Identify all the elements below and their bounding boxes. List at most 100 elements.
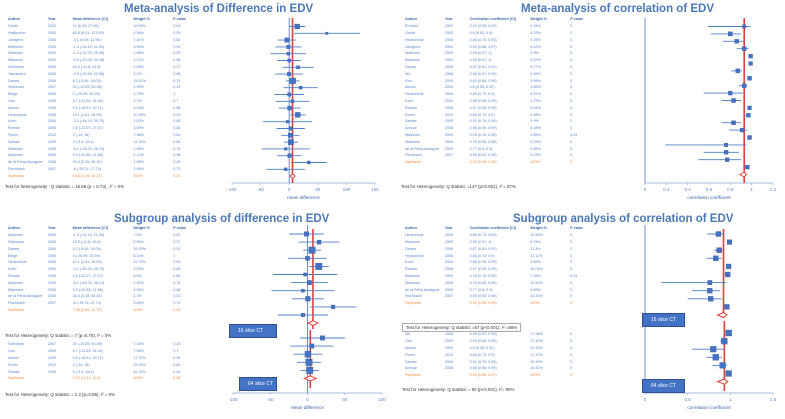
- estimate-cell: 0.77 (0.5; 0.9): [469, 146, 493, 151]
- study-row: Dewey 2006 0.87 (0.81; 0.91) 11.3% 0: [405, 245, 595, 252]
- weight-cell: 10.43%: [530, 280, 543, 285]
- study-row: Fischbach 2007 0.96 (0.92; 0.98) 5.23% 0: [405, 152, 595, 159]
- weight-cell: 15.33%: [530, 345, 543, 350]
- study-marker: [288, 126, 293, 131]
- forest-table-bl-g1: Author Year Mean difference [CI] Weight % P …: [8, 225, 198, 313]
- weight-cell: 9.06%: [133, 287, 144, 292]
- author-cell: Guo: [405, 78, 412, 83]
- x-tick-label: -50: [257, 187, 264, 192]
- year-cell: 2006: [47, 246, 57, 251]
- table-header-row: Author Year Mean difference [CI] Weight % P …: [8, 225, 198, 232]
- synthesis-cell: [48, 307, 73, 314]
- study-row: Guo 2009 5.7 (-23.54; 34.94) 7.58% 0.7: [8, 348, 198, 355]
- weight-cell: 2.32%: [133, 280, 144, 285]
- x-tick-label: 0.6: [706, 187, 713, 192]
- weight-cell: 15.49%: [530, 359, 543, 364]
- author-cell: Raman: [405, 267, 417, 272]
- author-cell: Juergens: [405, 44, 421, 49]
- study-marker: [747, 76, 752, 81]
- year-cell: 2009: [47, 280, 57, 285]
- synthesis-diamond: [716, 311, 728, 319]
- weight-cell: 10.04%: [530, 267, 543, 272]
- author-cell: Grude: [405, 30, 416, 35]
- estimate-cell: 20 (-10.05; 50.05): [72, 342, 102, 347]
- study-row: Raman 2006 0.97 (0.93; 0.99) 10.04% 0: [405, 266, 595, 273]
- author-cell: Koch: [8, 267, 17, 272]
- year-cell: 2004: [444, 44, 454, 49]
- weight-cell: 3.2%: [133, 71, 142, 76]
- weight-cell: 5.22%: [530, 44, 541, 49]
- column-header: Author: [8, 17, 21, 22]
- year-cell: 2007: [47, 85, 57, 90]
- pvalue-cell: 0.7: [173, 98, 179, 103]
- study-row: Raman 2006 2.6 (-22.07; 27.27) 3.09% 0.84: [8, 125, 198, 132]
- pvalue-cell: 0: [570, 280, 573, 285]
- estimate-cell: 5.7 (-23.54; 34.94): [72, 98, 103, 103]
- weight-cell: 7.18%: [133, 342, 144, 347]
- weight-cell: 1.66%: [133, 166, 144, 171]
- pvalue-cell: 1: [173, 92, 176, 97]
- study-marker: [713, 255, 719, 261]
- synthesis-row: Synthesis 0.93 (0.89; 0.95) 100% 0: [405, 159, 595, 166]
- estimate-cell: 0.76 (0.55; 0.88): [469, 280, 497, 285]
- estimate-cell: 0.83 (0.72; 0.9): [469, 92, 495, 97]
- study-marker: [286, 44, 291, 49]
- study-marker: [284, 37, 290, 43]
- author-cell: Mahnken: [8, 153, 24, 158]
- year-cell: 2005: [444, 51, 454, 56]
- pvalue-cell: 0.84: [173, 273, 181, 278]
- column-header: Weight %: [530, 17, 547, 22]
- pvalue-cell: 0.64: [173, 369, 181, 374]
- year-cell: 2006: [444, 253, 454, 258]
- synthesis-cell: 100%: [530, 160, 540, 165]
- author-cell: Raman: [8, 273, 20, 278]
- estimate-cell: -1.4 (-32.29; 29.49): [72, 51, 105, 56]
- author-cell: Halliburton: [8, 30, 26, 35]
- author-cell: Schlosser: [8, 64, 25, 69]
- study-marker: [716, 247, 722, 253]
- year-cell: 2009: [444, 132, 454, 137]
- synthesis-cell: 100%: [133, 307, 143, 312]
- estimate-cell: -6.1 (-48.33; 36.13): [72, 280, 105, 285]
- x-tick-label: 0: [288, 187, 291, 192]
- study-row: Koch 2004 0.98 (0.96; 0.99) 4.79% 0: [405, 98, 595, 105]
- study-row: Mahnken 2003 0.99 (0.97; 1) 4.57% 0: [405, 57, 595, 64]
- weight-cell: 2.2%: [133, 98, 142, 103]
- forest-plot-br: 0 0.5 1 1.5 correlation coefficient: [644, 225, 777, 410]
- weight-cell: 2.79%: [133, 92, 144, 97]
- author-cell: Sarwar: [405, 359, 417, 364]
- weight-cell: 11.3%: [530, 246, 541, 251]
- pvalue-cell: 0.95: [173, 355, 181, 360]
- x-tick-label: 100: [343, 187, 351, 192]
- column-header: P value: [570, 17, 584, 22]
- column-header: Author: [405, 226, 418, 231]
- pvalue-cell: 0.91: [173, 233, 181, 238]
- weight-cell: 5.56%: [530, 78, 541, 83]
- study-marker: [726, 263, 732, 269]
- synthesis-cell: [48, 172, 73, 179]
- author-cell: de la Peña-Almaguer: [405, 287, 440, 292]
- estimate-cell: 2.6 (-22.07; 27.27): [72, 273, 103, 278]
- study-marker: [287, 72, 291, 76]
- synthesis-row: Synthesis 5.83 (1.49; 10.17) 100% 0.01: [8, 172, 198, 179]
- weight-cell: 10.09%: [133, 24, 146, 29]
- pvalue-cell: 0: [570, 366, 573, 371]
- estimate-cell: -3.2 (-46.15; 39.75): [72, 267, 105, 272]
- pvalue-cell: 0.01: [570, 273, 578, 278]
- estimate-cell: 0.98 (0.96; 0.99): [469, 98, 497, 103]
- study-marker: [724, 142, 729, 147]
- weight-cell: 6.13%: [133, 253, 144, 258]
- pvalue-cell: 0: [570, 64, 573, 69]
- year-cell: 2008: [444, 366, 454, 371]
- pvalue-cell: 0: [570, 246, 573, 251]
- estimate-cell: 0.83 (0.72; 0.9): [469, 253, 495, 258]
- author-cell: Mahnken: [8, 146, 24, 151]
- year-cell: 2006: [444, 139, 454, 144]
- synthesis-cell: 0.03: [173, 307, 181, 312]
- pvalue-cell: 1: [173, 253, 176, 258]
- estimate-cell: 0.87 (0.81; 0.91): [469, 246, 497, 251]
- estimate-cell: 0.5 (-20.88; 21.88): [72, 287, 103, 292]
- synthesis-diamond: [716, 378, 729, 385]
- year-cell: 2009: [47, 369, 57, 374]
- study-marker: [289, 77, 296, 84]
